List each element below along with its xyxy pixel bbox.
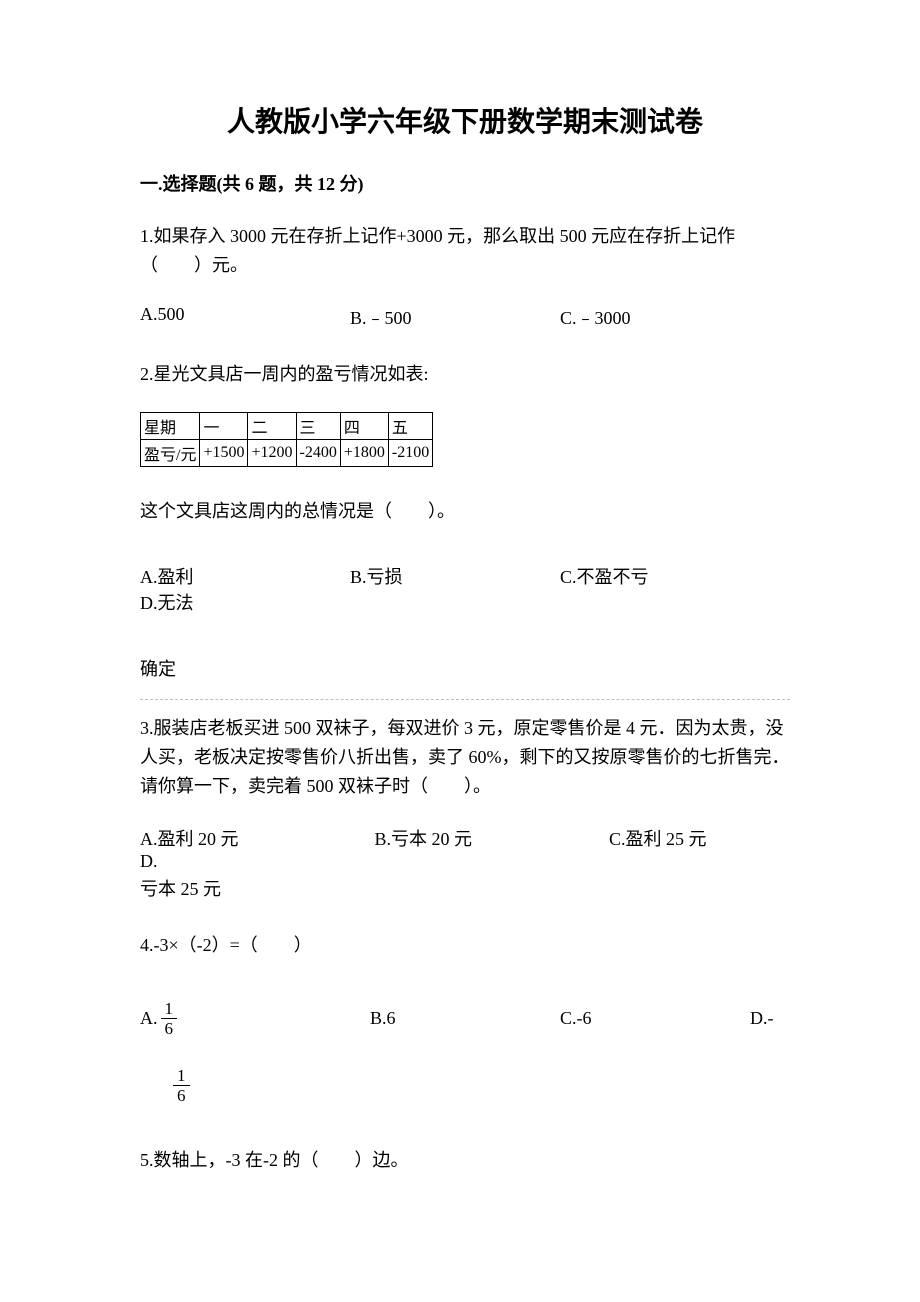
- q2-td-4: +1800: [340, 440, 388, 467]
- q2-td-2: +1200: [248, 440, 296, 467]
- question-4-options: A. 1 6 B.6 C.-6 D.-: [140, 1000, 790, 1037]
- q2-td-5: -2100: [388, 440, 432, 467]
- question-1: 1.如果存入 3000 元在存折上记作+3000 元，那么取出 500 元应在存…: [140, 222, 790, 280]
- q4d-frac-den: 6: [173, 1086, 190, 1104]
- q4d-frac-num: 1: [173, 1067, 190, 1086]
- q2-td-0: 盈亏/元: [141, 440, 200, 467]
- q3-option-b: B.亏本 20 元: [375, 825, 605, 851]
- q4-option-a: A. 1 6: [140, 1000, 370, 1037]
- question-1-options: A.500 B.﹣500 C.﹣3000: [140, 304, 790, 330]
- question-4: 4.-3×（-2）=（ ）: [140, 931, 790, 960]
- q2-th-3: 三: [296, 413, 340, 440]
- exam-page: 人教版小学六年级下册数学期末测试卷 一.选择题(共 6 题，共 12 分) 1.…: [0, 0, 920, 1302]
- question-3: 3.服装店老板买进 500 双袜子，每双进价 3 元，原定零售价是 4 元．因为…: [140, 714, 790, 800]
- q2-th-2: 二: [248, 413, 296, 440]
- q2-td-1: +1500: [200, 440, 248, 467]
- table-row: 盈亏/元 +1500 +1200 -2400 +1800 -2100: [141, 440, 433, 467]
- q2-th-4: 四: [340, 413, 388, 440]
- q2-th-1: 一: [200, 413, 248, 440]
- page-title: 人教版小学六年级下册数学期末测试卷: [140, 100, 790, 140]
- q1-option-b: B.﹣500: [350, 304, 560, 330]
- q2-option-b: B.亏损: [350, 563, 560, 589]
- q2-td-3: -2400: [296, 440, 340, 467]
- q2-option-c: C.不盈不亏: [560, 563, 770, 589]
- fraction-1-6-icon: 1 6: [161, 1000, 178, 1037]
- fraction-1-6-icon: 1 6: [173, 1067, 190, 1104]
- q4-option-d: D.-: [750, 1008, 774, 1029]
- divider: [140, 699, 790, 700]
- q1-option-c: C.﹣3000: [560, 304, 770, 330]
- q4-option-b: B.6: [370, 1008, 560, 1029]
- q3-option-a: A.盈利 20 元: [140, 825, 370, 851]
- question-5: 5.数轴上，-3 在-2 的（ ）边。: [140, 1146, 790, 1175]
- section-1-header: 一.选择题(共 6 题，共 12 分): [140, 170, 790, 196]
- q3-option-d-prefix: D.: [140, 851, 158, 872]
- q4-option-a-prefix: A.: [140, 1008, 158, 1029]
- q2-followup: 这个文具店这周内的总情况是（ ）。: [140, 497, 790, 523]
- q1-option-a: A.500: [140, 304, 350, 330]
- question-2-options: A.盈利 B.亏损 C.不盈不亏 D.无法: [140, 563, 790, 615]
- question-2: 2.星光文具店一周内的盈亏情况如表:: [140, 360, 790, 389]
- q3-option-d-line2: 亏本 25 元: [140, 875, 790, 901]
- q4-option-d-fraction: 1 6: [170, 1067, 790, 1104]
- q2-table: 星期 一 二 三 四 五 盈亏/元 +1500 +1200 -2400 +180…: [140, 412, 433, 467]
- q4-option-c: C.-6: [560, 1008, 750, 1029]
- q2-confirm-text: 确定: [140, 655, 790, 681]
- table-row: 星期 一 二 三 四 五: [141, 413, 433, 440]
- q2-option-d: D.无法: [140, 589, 194, 615]
- question-3-options: A.盈利 20 元 B.亏本 20 元 C.盈利 25 元 D. 亏本 25 元: [140, 825, 790, 901]
- q4-frac-den: 6: [161, 1019, 178, 1037]
- q4-frac-num: 1: [161, 1000, 178, 1019]
- q2-th-5: 五: [388, 413, 432, 440]
- q3-option-c: C.盈利 25 元: [609, 825, 789, 851]
- q2-th-0: 星期: [141, 413, 200, 440]
- q2-option-a: A.盈利: [140, 563, 350, 589]
